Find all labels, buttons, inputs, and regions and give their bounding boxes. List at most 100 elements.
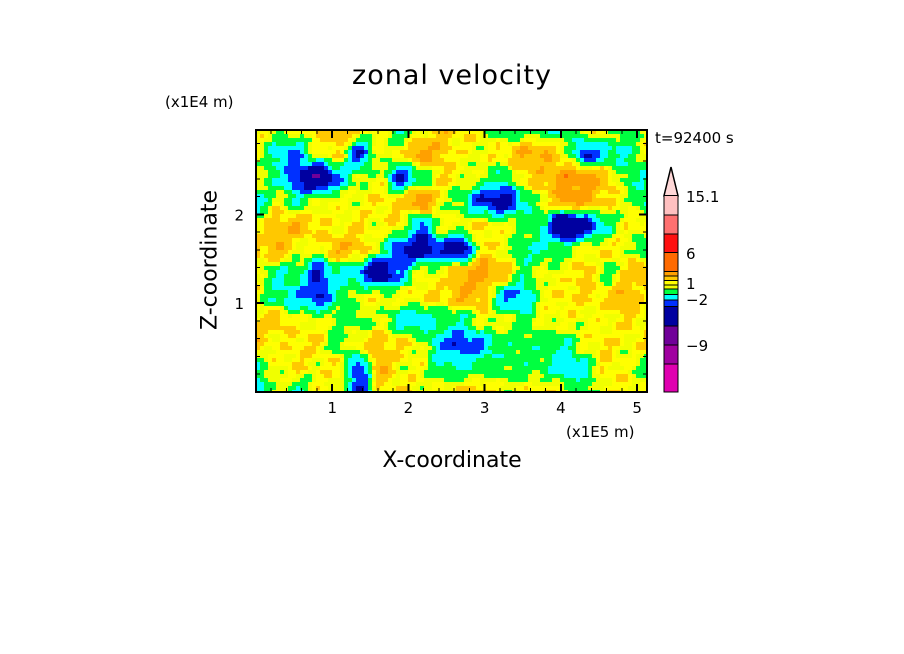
heatmap-cell [508,322,512,326]
heatmap-cell [300,198,304,202]
heatmap-cell [268,318,272,322]
heatmap-cell [620,266,624,270]
heatmap-cell [572,314,576,318]
heatmap-cell [332,282,336,286]
heatmap-cell [340,142,344,146]
heatmap-cell [564,218,568,222]
heatmap-cell [528,222,532,226]
heatmap-cell [388,230,392,234]
heatmap-cell [528,298,532,302]
heatmap-cell [380,318,384,322]
heatmap-cell [348,202,352,206]
heatmap-cell [296,174,300,178]
heatmap-cell [372,202,376,206]
heatmap-cell [412,174,416,178]
heatmap-cell [488,166,492,170]
heatmap-cell [256,154,260,158]
heatmap-cell [580,130,584,134]
heatmap-cell [512,258,516,262]
heatmap-cell [396,286,400,290]
heatmap-cell [292,302,296,306]
heatmap-cell [276,142,280,146]
heatmap-cell [548,214,552,218]
heatmap-cell [548,274,552,278]
heatmap-cell [548,290,552,294]
heatmap-cell [476,322,480,326]
heatmap-cell [356,326,360,330]
heatmap-cell [312,142,316,146]
heatmap-cell [500,286,504,290]
heatmap-cell [568,222,572,226]
heatmap-cell [400,218,404,222]
heatmap-cell [324,254,328,258]
heatmap-cell [320,138,324,142]
heatmap-cell [388,174,392,178]
heatmap-cell [560,130,564,134]
heatmap-cell [492,214,496,218]
heatmap-cell [360,166,364,170]
heatmap-cell [484,210,488,214]
heatmap-cell [444,246,448,250]
heatmap-cell [308,318,312,322]
heatmap-cell [464,198,468,202]
heatmap-cell [364,246,368,250]
heatmap-cell [352,162,356,166]
heatmap-cell [560,270,564,274]
heatmap-cell [508,250,512,254]
heatmap-cell [396,174,400,178]
heatmap-cell [492,226,496,230]
heatmap-cell [600,142,604,146]
heatmap-cell [404,166,408,170]
heatmap-cell [348,302,352,306]
heatmap-cell [368,130,372,134]
heatmap-cell [444,226,448,230]
heatmap-cell [436,202,440,206]
heatmap-cell [464,282,468,286]
heatmap-cell [508,214,512,218]
heatmap-cell [268,298,272,302]
heatmap-cell [272,302,276,306]
heatmap-cell [392,222,396,226]
heatmap-cell [304,250,308,254]
heatmap-cell [368,322,372,326]
heatmap-cell [264,226,268,230]
heatmap-cell [456,302,460,306]
heatmap-cell [348,222,352,226]
heatmap-cell [476,310,480,314]
heatmap-cell [500,242,504,246]
heatmap-cell [400,314,404,318]
heatmap-cell [600,330,604,334]
heatmap-cell [360,174,364,178]
heatmap-cell [356,246,360,250]
heatmap-cell [256,150,260,154]
heatmap-cell [300,246,304,250]
heatmap-cell [436,182,440,186]
heatmap-cell [600,326,604,330]
heatmap-cell [472,210,476,214]
heatmap-cell [404,266,408,270]
heatmap-cell [368,230,372,234]
heatmap-cell [332,174,336,178]
heatmap-cell [372,270,376,274]
heatmap-cell [292,238,296,242]
heatmap-cell [592,190,596,194]
heatmap-cell [420,138,424,142]
heatmap-cell [284,286,288,290]
heatmap-cell [532,318,536,322]
heatmap-cell [612,254,616,258]
heatmap-cell [488,138,492,142]
heatmap-cell [528,198,532,202]
heatmap-cell [316,226,320,230]
heatmap-cell [448,306,452,310]
heatmap-cell [464,222,468,226]
heatmap-cell [612,186,616,190]
heatmap-cell [400,142,404,146]
heatmap-cell [344,250,348,254]
heatmap-cell [528,294,532,298]
heatmap-cell [520,230,524,234]
heatmap-cell [376,138,380,142]
heatmap-cell [268,310,272,314]
heatmap-cell [336,142,340,146]
heatmap-cell [392,238,396,242]
heatmap-cell [328,294,332,298]
